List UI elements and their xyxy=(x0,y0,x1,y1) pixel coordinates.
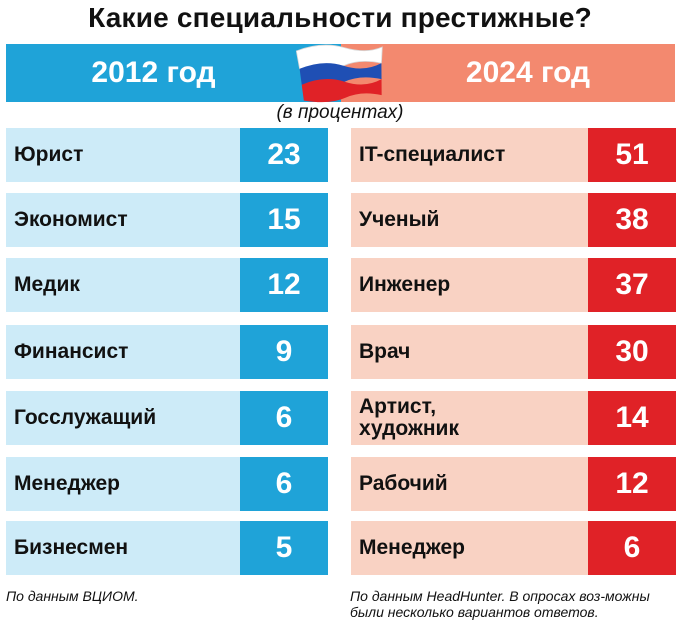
page-title: Какие специальности престижные? xyxy=(88,2,592,33)
header-2024: 2024 год xyxy=(341,44,675,102)
percent-value: 6 xyxy=(240,391,328,445)
percent-value: 14 xyxy=(588,391,676,445)
profession-label: IT-специалист xyxy=(359,143,506,166)
percent-value: 37 xyxy=(588,258,676,312)
profession-label: Менеджер xyxy=(14,472,120,495)
table-row: Менеджер 6 xyxy=(351,521,676,575)
percent-value: 6 xyxy=(588,521,676,575)
table-row: Инженер 37 xyxy=(351,258,676,312)
percent-value: 23 xyxy=(240,128,328,182)
percent-value: 12 xyxy=(240,258,328,312)
percent-value: 15 xyxy=(240,193,328,247)
profession-label: Рабочий xyxy=(359,472,448,495)
percent-value: 9 xyxy=(240,325,328,379)
profession-label: Юрист xyxy=(14,143,84,166)
profession-label: Артист, художник xyxy=(359,395,459,440)
table-row: Менеджер 6 xyxy=(6,457,328,511)
table-row: Финансист 9 xyxy=(6,325,328,379)
table-row: Юрист 23 xyxy=(6,128,328,182)
header-2024-label: 2024 год xyxy=(465,56,591,89)
profession-label: Госслужащий xyxy=(14,406,157,429)
profession-label: Бизнесмен xyxy=(14,536,129,559)
percent-value: 51 xyxy=(588,128,676,182)
percent-value: 30 xyxy=(588,325,676,379)
profession-label: Инженер xyxy=(359,273,451,296)
percent-value: 6 xyxy=(240,457,328,511)
profession-label: Врач xyxy=(359,340,411,363)
profession-label: Экономист xyxy=(14,208,128,231)
table-row: Артист, художник 14 xyxy=(351,391,676,445)
table-row: IT-специалист 51 xyxy=(351,128,676,182)
header-2012: 2012 год xyxy=(6,44,341,102)
percent-value: 12 xyxy=(588,457,676,511)
percent-value: 38 xyxy=(588,193,676,247)
percent-value: 5 xyxy=(240,521,328,575)
profession-label: Менеджер xyxy=(359,536,465,559)
source-note-2012: По данным ВЦИОМ. xyxy=(6,588,139,604)
table-row: Бизнесмен 5 xyxy=(6,521,328,575)
subtitle: (в процентах) xyxy=(276,102,404,123)
source-note-2024: По данным HeadHunter. В опросах воз-можн… xyxy=(350,588,650,620)
profession-label: Финансист xyxy=(14,340,129,363)
profession-label: Медик xyxy=(14,273,80,296)
russian-flag-icon xyxy=(295,44,383,103)
table-row: Экономист 15 xyxy=(6,193,328,247)
table-row: Медик 12 xyxy=(6,258,328,312)
header-2012-label: 2012 год xyxy=(91,56,216,89)
table-row: Ученый 38 xyxy=(351,193,676,247)
table-row: Врач 30 xyxy=(351,325,676,379)
profession-label: Ученый xyxy=(359,208,440,231)
table-row: Рабочий 12 xyxy=(351,457,676,511)
table-row: Госслужащий 6 xyxy=(6,391,328,445)
